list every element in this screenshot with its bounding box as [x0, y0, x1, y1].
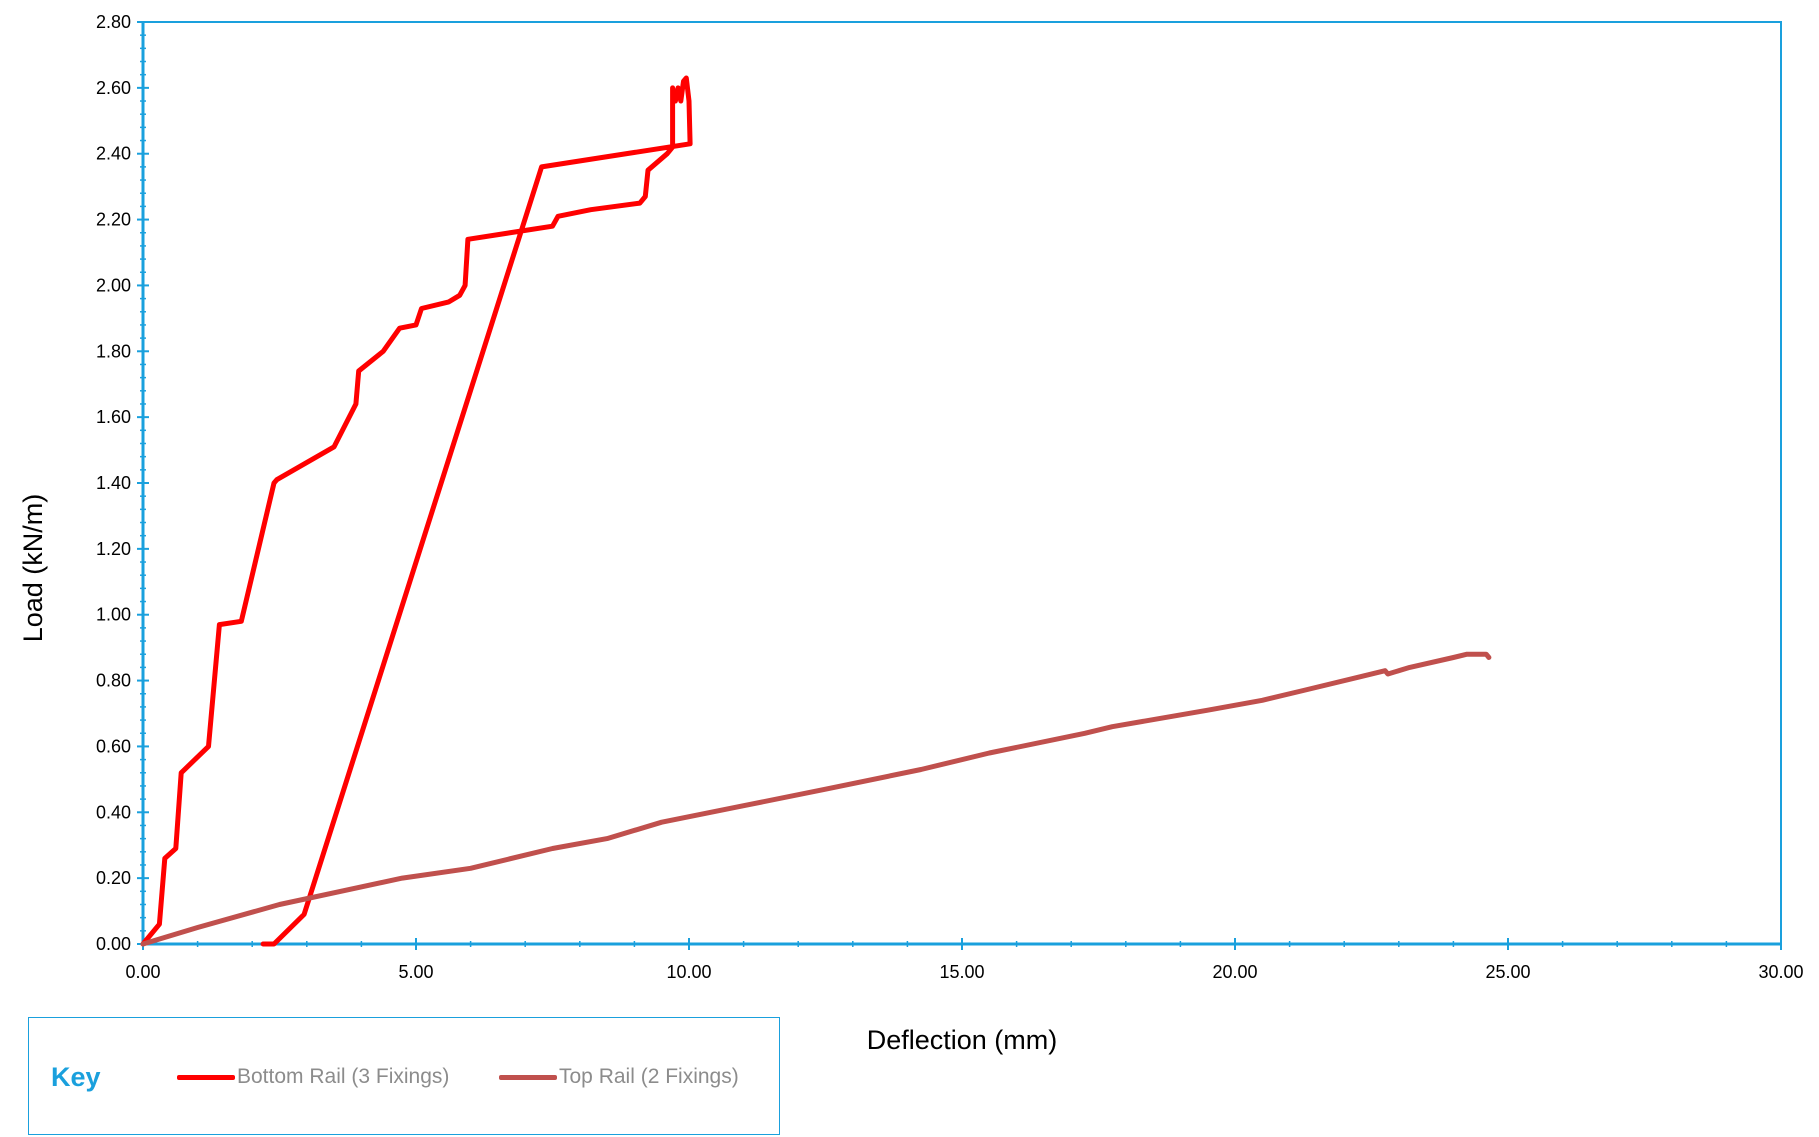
- legend-swatch-bottom-rail: [177, 1074, 235, 1080]
- x-tick-label: 0.00: [125, 962, 160, 982]
- y-tick-label: 1.00: [96, 605, 131, 625]
- x-axis-title: Deflection (mm): [867, 1025, 1058, 1055]
- series-line-top-rail-2-fixings: [140, 651, 1492, 947]
- y-tick-label: 0.80: [96, 671, 131, 691]
- y-tick-label: 0.60: [96, 736, 131, 756]
- legend-title: Key: [51, 1062, 101, 1092]
- y-axis-title: Load (kN/m): [18, 494, 48, 643]
- legend-label-top-rail: Top Rail (2 Fixings): [559, 1065, 739, 1088]
- legend-item-bottom-rail: Bottom Rail (3 Fixings): [177, 1062, 449, 1092]
- plot-area: [142, 21, 1782, 945]
- y-tick-label: 2.00: [96, 275, 131, 295]
- y-tick-label: 1.40: [96, 473, 131, 493]
- y-tick-label: 0.40: [96, 802, 131, 822]
- y-tick-label: 0.20: [96, 868, 131, 888]
- y-tick-label: 2.80: [96, 12, 131, 32]
- x-tick-label: 10.00: [666, 962, 711, 982]
- legend-item-top-rail: Top Rail (2 Fixings): [499, 1062, 739, 1092]
- y-tick-label: 2.20: [96, 210, 131, 230]
- legend-swatch-top-rail: [499, 1074, 557, 1080]
- series-line-bottom-rail-3-fixings: [140, 75, 693, 947]
- x-tick-label: 5.00: [398, 962, 433, 982]
- y-axis: 0.00 0.20 0.40 0.60 0.80 1.00 1.20 1.40 1.60 1.80…: [96, 12, 149, 954]
- series-layer: [140, 75, 1492, 947]
- x-axis: 0.00 5.00 10.00 15.00 20.00 25.00 30.00: [125, 938, 1804, 982]
- y-tick-label: 1.60: [96, 407, 131, 427]
- legend: Key Bottom Rail (3 Fixings) Top Rail (2 …: [28, 1017, 780, 1135]
- y-tick-label: 2.60: [96, 78, 131, 98]
- x-tick-label: 25.00: [1485, 962, 1530, 982]
- y-tick-label: 1.80: [96, 341, 131, 361]
- y-tick-label: 2.40: [96, 144, 131, 164]
- legend-label-bottom-rail: Bottom Rail (3 Fixings): [237, 1065, 450, 1088]
- x-tick-label: 20.00: [1212, 962, 1257, 982]
- x-tick-label: 30.00: [1758, 962, 1803, 982]
- x-tick-label: 15.00: [939, 962, 984, 982]
- y-tick-label: 1.20: [96, 539, 131, 559]
- y-tick-label: 0.00: [96, 934, 131, 954]
